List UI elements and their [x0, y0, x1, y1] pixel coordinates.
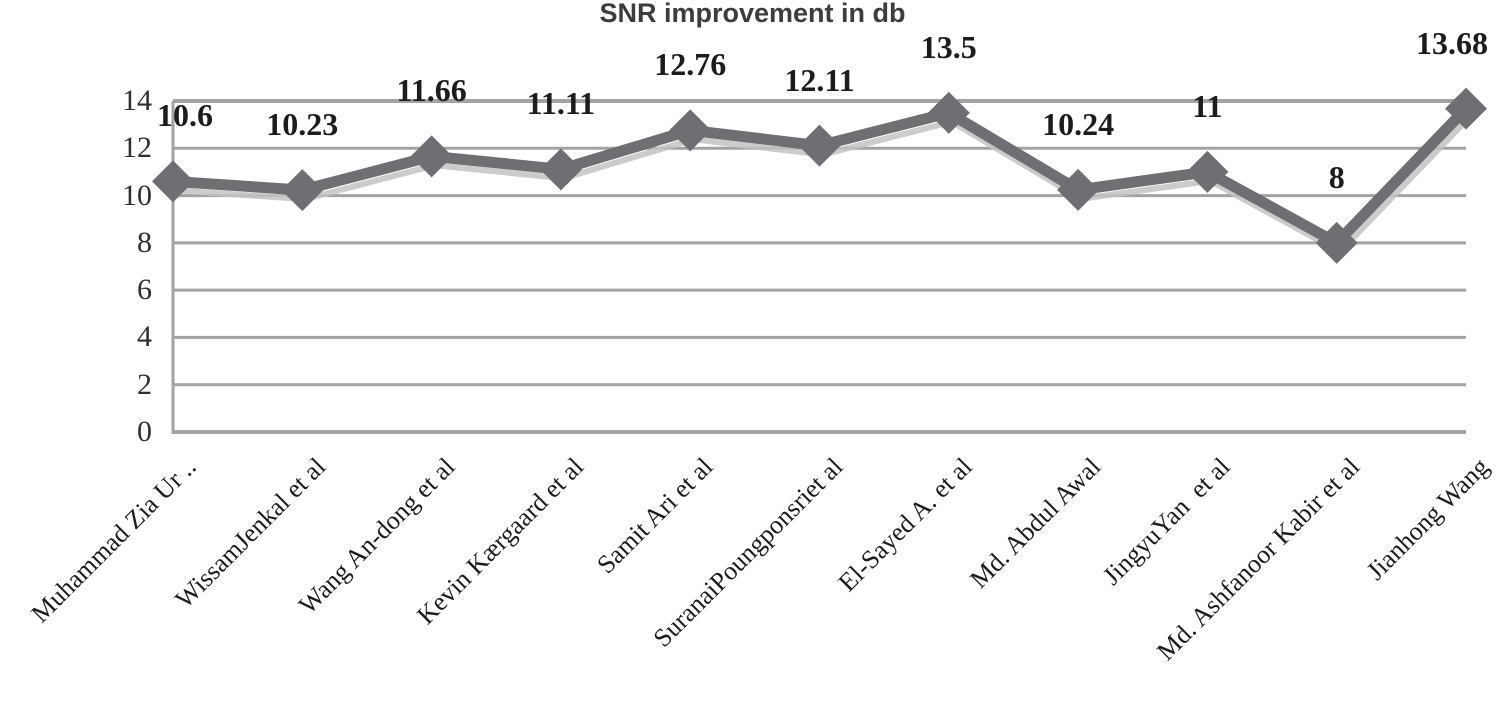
data-point-marker: [798, 124, 841, 167]
data-point-marker: [152, 160, 194, 203]
y-axis-tick-label: 6: [137, 273, 152, 307]
data-point-label: 8: [1328, 158, 1345, 195]
y-axis-tick-label: 14: [122, 84, 152, 117]
data-point-label: 11.11: [526, 85, 596, 122]
data-point-marker: [669, 109, 712, 152]
data-point-marker: [1057, 168, 1100, 211]
y-axis-tick-label: 8: [137, 225, 152, 259]
data-point-label: 10.24: [1042, 105, 1115, 142]
data-point-marker: [281, 169, 324, 212]
data-point-marker: [539, 148, 582, 191]
data-point-label: 10.6: [157, 97, 213, 134]
y-axis-tick-label: 0: [137, 415, 152, 448]
data-point-label: 13.5: [920, 28, 977, 65]
data-point-label: 10.23: [266, 106, 339, 143]
y-axis-tick-label: 12: [122, 131, 152, 165]
data-point-label: 13.68: [1416, 24, 1488, 61]
chart-title: SNR improvement in db: [599, 0, 906, 28]
data-point-marker: [1186, 150, 1229, 193]
y-axis-tick-label: 4: [137, 320, 152, 354]
data-point-label: 11: [1192, 87, 1223, 124]
y-axis-tick-label: 10: [122, 178, 152, 212]
data-point-label: 12.11: [784, 61, 855, 98]
data-point-label: 12.76: [654, 46, 727, 83]
data-point-marker: [1315, 221, 1358, 264]
data-point-marker: [410, 135, 453, 178]
y-axis-tick-label: 2: [137, 367, 152, 401]
data-point-marker: [927, 91, 970, 134]
data-point-marker: [1445, 87, 1487, 130]
data-point-label: 11.66: [396, 72, 467, 109]
